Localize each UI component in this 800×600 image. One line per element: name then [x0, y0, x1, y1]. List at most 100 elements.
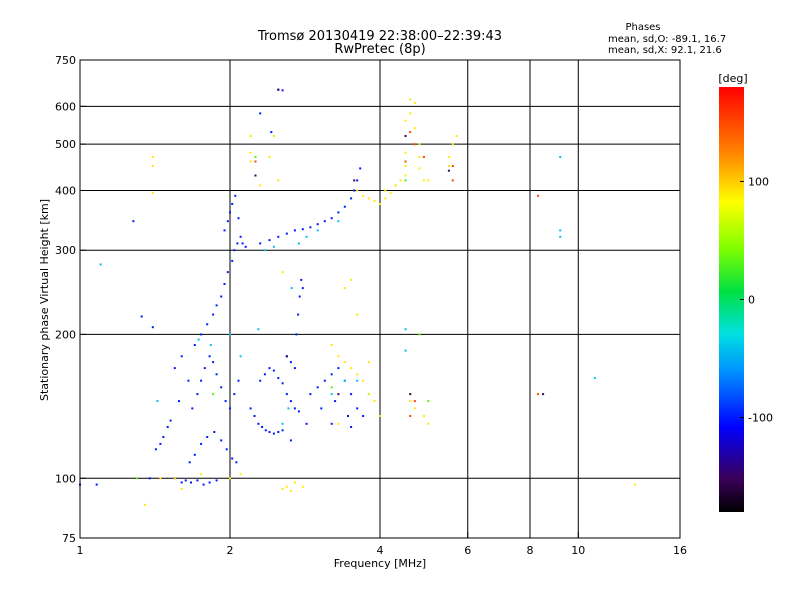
data-points	[79, 88, 637, 506]
echo-point	[404, 328, 407, 331]
echo-point	[300, 278, 303, 281]
echo-point	[249, 160, 252, 163]
echo-point	[305, 422, 308, 425]
x-tick-label: 8	[527, 544, 534, 557]
echo-point	[316, 386, 319, 389]
echo-point	[281, 487, 284, 490]
echo-point	[277, 88, 280, 91]
echo-point	[350, 278, 353, 281]
echo-point	[293, 229, 296, 232]
echo-point	[350, 367, 353, 370]
echo-point	[173, 367, 176, 370]
echo-point	[337, 422, 340, 425]
colorbar-label: [deg]	[718, 72, 747, 85]
echo-point	[191, 407, 194, 410]
echo-point	[447, 169, 450, 172]
y-tick-label: 750	[55, 54, 76, 67]
echo-point	[259, 379, 262, 382]
echo-point	[180, 487, 183, 490]
echo-point	[316, 229, 319, 232]
echo-point	[427, 179, 430, 182]
echo-point	[263, 249, 266, 252]
echo-point	[297, 410, 300, 413]
echo-point	[404, 160, 407, 163]
echo-point	[409, 98, 412, 101]
echo-point	[277, 235, 280, 238]
echo-point	[399, 179, 402, 182]
x-tick-label: 10	[571, 544, 585, 557]
echo-point	[268, 156, 271, 158]
echo-point	[309, 226, 312, 229]
echo-point	[362, 415, 365, 417]
echo-point	[418, 167, 421, 170]
echo-point	[206, 436, 209, 438]
echo-point	[229, 211, 231, 214]
echo-point	[394, 184, 397, 187]
echo-point	[244, 245, 247, 248]
echo-point	[289, 439, 292, 442]
echo-point	[156, 400, 159, 403]
echo-point	[293, 407, 296, 410]
echo-point	[356, 189, 359, 192]
x-axis-ticks: 1 2 4 6 8 10 16	[77, 532, 687, 557]
echo-point	[356, 179, 359, 182]
echo-point	[301, 228, 304, 231]
echo-point	[427, 400, 430, 403]
echo-point	[148, 477, 151, 480]
echo-point	[330, 344, 333, 346]
echo-point	[309, 393, 312, 396]
echo-point	[359, 167, 362, 170]
echo-point	[281, 89, 284, 92]
echo-point	[229, 477, 231, 480]
echo-point	[404, 165, 407, 167]
echo-point	[298, 295, 301, 298]
echo-point	[320, 407, 323, 410]
echo-point	[212, 393, 215, 396]
echo-point	[249, 151, 252, 154]
echo-point	[297, 242, 300, 245]
colorbar	[719, 87, 744, 512]
echo-point	[384, 189, 387, 192]
echo-point	[330, 386, 333, 389]
echo-point	[233, 393, 236, 396]
echo-point	[223, 283, 226, 285]
echo-point	[285, 232, 288, 235]
echo-point	[289, 361, 292, 364]
echo-point	[413, 400, 416, 403]
echo-point	[373, 200, 376, 203]
echo-point	[229, 407, 231, 410]
colorbar-tick-label: 0	[748, 294, 755, 307]
echo-point	[159, 477, 162, 480]
echo-point	[634, 483, 637, 486]
echo-point	[285, 355, 288, 358]
echo-point	[413, 101, 416, 104]
echo-point	[188, 461, 191, 464]
echo-point	[178, 400, 180, 403]
echo-point	[287, 407, 290, 410]
echo-point	[422, 179, 425, 182]
colorbar-ticks: 100 0 -100	[740, 175, 773, 425]
echo-point	[206, 323, 209, 326]
echo-point	[356, 313, 359, 316]
echo-point	[404, 135, 407, 137]
echo-point	[193, 344, 196, 346]
echo-point	[272, 135, 275, 137]
echo-point	[270, 131, 273, 134]
echo-point	[379, 202, 381, 205]
echo-point	[281, 422, 284, 425]
echo-point	[447, 156, 450, 158]
echo-point	[409, 415, 412, 417]
echo-point	[537, 393, 539, 396]
echo-point	[337, 211, 340, 214]
echo-point	[220, 439, 223, 442]
echo-point	[343, 361, 346, 364]
echo-point	[379, 415, 381, 417]
echo-point	[231, 457, 234, 460]
chart-title: Tromsø 20130419 22:38:00–22:39:43	[257, 29, 502, 44]
echo-point	[316, 223, 319, 226]
echo-point	[237, 217, 240, 220]
echo-point	[350, 426, 353, 428]
echo-point	[215, 373, 218, 376]
echo-point	[231, 202, 234, 205]
echo-point	[162, 436, 165, 438]
